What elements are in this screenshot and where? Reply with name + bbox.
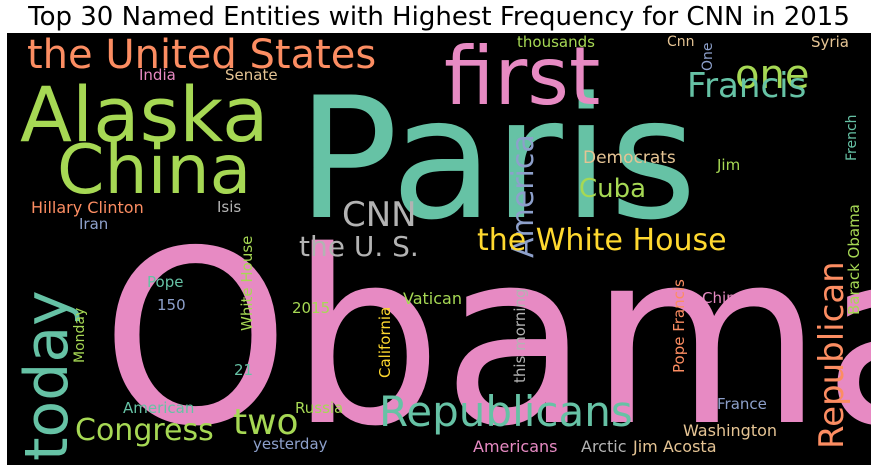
word-francis: Francis — [687, 66, 807, 106]
word-the-united-states: the United States — [27, 33, 377, 78]
word-american: American — [123, 399, 195, 417]
word-paris: Paris — [297, 61, 697, 257]
word-21: 21 — [234, 361, 254, 379]
word-india: India — [139, 66, 176, 84]
word-chinese: Chinese — [702, 289, 762, 307]
word-obama: Obama — [101, 199, 871, 465]
word-china: China — [57, 131, 252, 210]
word-republicans: Republicans — [379, 387, 633, 436]
word-alaska: Alaska — [20, 70, 269, 159]
word-one-small: One — [700, 42, 716, 71]
word-two: two — [233, 402, 299, 443]
word-france: France — [717, 395, 767, 413]
word-pope: Pope — [147, 273, 184, 291]
word-thousands: thousands — [517, 33, 595, 51]
word-pope-francis: Pope Francis — [670, 279, 688, 373]
word-french: French — [844, 114, 860, 161]
word-jim-acosta: Jim Acosta — [633, 437, 717, 456]
word-senate: Senate — [225, 66, 278, 84]
word-first: first — [444, 33, 601, 123]
word-americans: Americans — [473, 437, 558, 456]
word-vatican: Vatican — [403, 289, 462, 308]
word-democrats: Democrats — [583, 148, 676, 168]
word-congress: Congress — [75, 413, 214, 448]
word-barack-obama: Barack Obama — [845, 204, 863, 315]
word-this-morning: this morning — [511, 288, 529, 383]
word-hillary-clinton: Hillary Clinton — [31, 198, 144, 217]
chart-title: Top 30 Named Entities with Highest Frequ… — [28, 2, 850, 32]
word-syria: Syria — [811, 33, 849, 51]
word-yesterday: yesterday — [253, 435, 328, 453]
word-cloud: Paris Obama Alaska first China the Unite… — [7, 33, 871, 465]
word-cnn-small: Cnn — [667, 34, 695, 50]
word-california: California — [376, 306, 394, 378]
word-cuba: Cuba — [579, 174, 647, 204]
word-2015: 2015 — [292, 299, 331, 317]
word-the-white-house: the White House — [477, 223, 727, 258]
word-today: today — [12, 290, 82, 461]
word-white-house: White House — [238, 235, 256, 331]
word-one: one — [735, 52, 810, 98]
word-150: 150 — [157, 296, 186, 314]
word-russia: Russia — [295, 399, 344, 417]
word-jim: Jim — [717, 156, 741, 174]
word-isis: Isis — [217, 198, 242, 216]
word-the-u-s: the U. S. — [299, 230, 419, 263]
word-monday: Monday — [72, 307, 88, 363]
word-iran: Iran — [79, 215, 109, 233]
word-arctic: Arctic — [581, 437, 627, 456]
word-washington: Washington — [683, 421, 778, 440]
word-cnn: CNN — [342, 195, 417, 235]
word-republican: Republican — [812, 261, 852, 449]
